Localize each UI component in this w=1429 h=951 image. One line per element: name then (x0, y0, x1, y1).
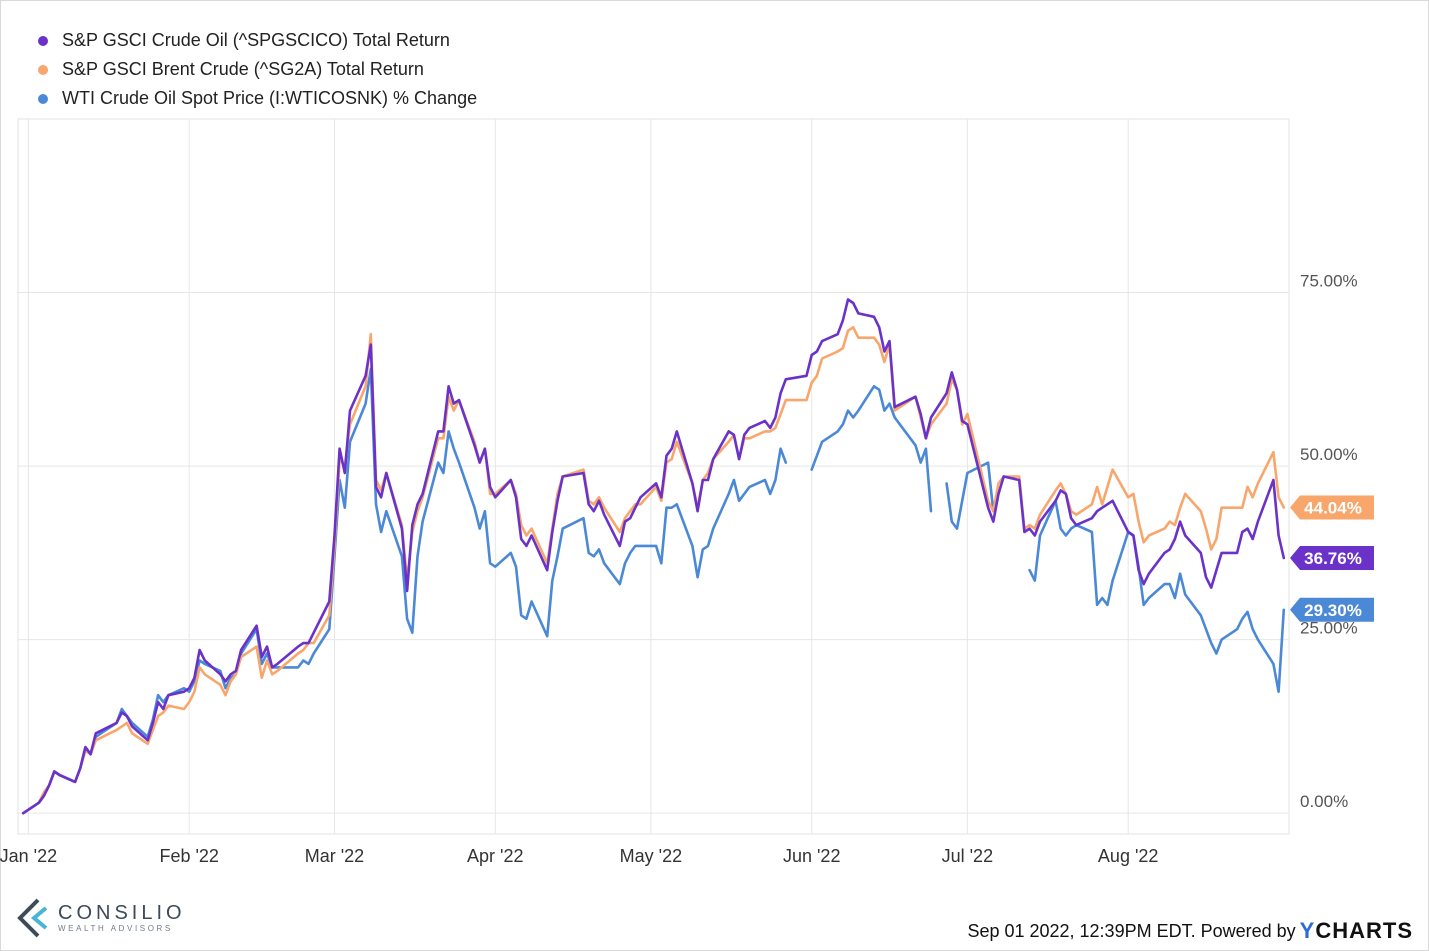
end-label-badge (1290, 495, 1374, 520)
end-label-text: 36.76% (1304, 549, 1362, 568)
legend-label: S&P GSCI Brent Crude (^SG2A) Total Retur… (62, 59, 424, 79)
ycharts-logo-rest: CHARTS (1315, 918, 1413, 943)
legend-item-spgscico[interactable]: S&P GSCI Crude Oil (^SPGSCICO) Total Ret… (38, 26, 477, 55)
x-tick-label: Feb '22 (159, 846, 218, 866)
consilio-logo-icon (17, 898, 48, 938)
legend-swatch (38, 64, 48, 75)
series-line (21, 298, 1286, 815)
series-line (21, 367, 1286, 815)
logo-name: CONSILIO (58, 902, 186, 924)
series-0 (21, 298, 1286, 815)
ycharts-logo-y: Y (1299, 918, 1316, 943)
legend-swatch (38, 93, 48, 104)
y-tick-label: 25.00% (1300, 619, 1358, 638)
x-tick-label: May '22 (620, 846, 682, 866)
x-tick-label: Aug '22 (1098, 846, 1159, 866)
y-tick-label: 50.00% (1300, 445, 1358, 464)
ycharts-logo[interactable]: YCHARTS (1300, 918, 1413, 944)
legend-swatch (38, 35, 48, 46)
plot-area (17, 118, 1290, 835)
consilio-logo: CONSILIO WEALTH ADVISORS (12, 896, 186, 940)
end-label-text: 44.04% (1304, 498, 1362, 517)
x-tick-label: Apr '22 (467, 846, 523, 866)
end-value-label: 44.04% (1290, 495, 1374, 520)
y-tick-label: 75.00% (1300, 272, 1358, 291)
end-value-label: 36.76% (1290, 545, 1374, 570)
end-label-badge (1290, 545, 1374, 570)
legend-label: S&P GSCI Crude Oil (^SPGSCICO) Total Ret… (62, 30, 450, 50)
legend-item-wti[interactable]: WTI Crude Oil Spot Price (I:WTICOSNK) % … (38, 84, 477, 113)
x-tick-label: Mar '22 (305, 846, 364, 866)
footer-attribution: Sep 01 2022, 12:39PM EDT. Powered by YCH… (967, 918, 1413, 944)
legend-label: WTI Crude Oil Spot Price (I:WTICOSNK) % … (62, 88, 478, 108)
y-tick-label: 0.00% (1300, 792, 1348, 811)
series-2 (21, 367, 1286, 815)
timestamp-text: Sep 01 2022, 12:39PM EDT. Powered by (967, 920, 1296, 941)
logo-subtitle: WEALTH ADVISORS (58, 924, 173, 933)
x-tick-label: Jun '22 (783, 846, 840, 866)
legend-item-sg2a[interactable]: S&P GSCI Brent Crude (^SG2A) Total Retur… (38, 55, 477, 84)
end-value-label: 29.30% (1290, 597, 1374, 622)
end-label-text: 29.30% (1304, 601, 1362, 620)
x-tick-label: Jan '22 (0, 846, 57, 866)
chart-legend: S&P GSCI Crude Oil (^SPGSCICO) Total Ret… (38, 26, 477, 113)
x-tick-label: Jul '22 (942, 846, 993, 866)
end-label-badge (1290, 597, 1374, 622)
